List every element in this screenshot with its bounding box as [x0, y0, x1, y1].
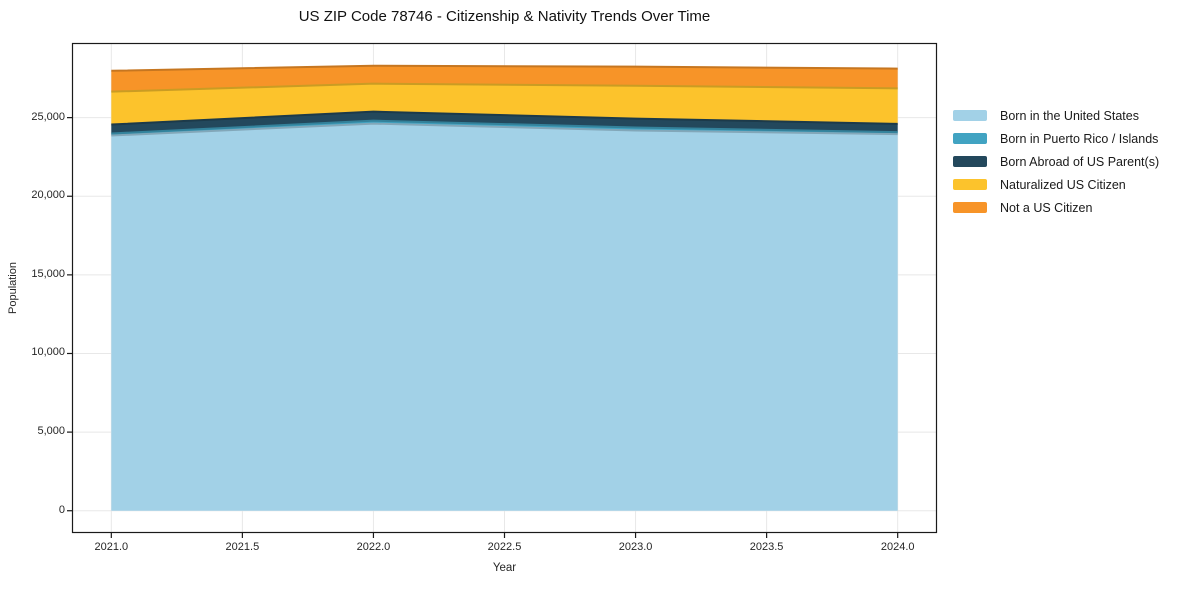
- area-band-edge-2: [111, 119, 898, 135]
- area-band-edge-1: [111, 122, 898, 137]
- legend-item: Not a US Citizen: [953, 200, 1159, 215]
- y-tick-label: 15,000: [31, 267, 65, 280]
- legend-color-swatch: [953, 202, 987, 213]
- legend-color-swatch: [953, 179, 987, 190]
- x-tick-label: 2022.5: [487, 541, 522, 553]
- y-tick-label: 25,000: [31, 110, 65, 123]
- y-tick-label: 20,000: [31, 189, 65, 202]
- area-band-edge-4: [111, 82, 898, 93]
- legend-item-label: Born Abroad of US Parent(s): [1000, 154, 1160, 169]
- x-tick-label: 2024.0: [880, 541, 915, 553]
- x-tick-label: 2023.5: [749, 541, 784, 553]
- y-tick-label: 5,000: [37, 425, 65, 438]
- legend-item-label: Born in Puerto Rico / Islands: [1000, 131, 1159, 146]
- y-axis-label: Population: [7, 262, 19, 314]
- area-band-edge-5: [111, 64, 898, 72]
- plot-border: [71, 42, 938, 534]
- chart-title: US ZIP Code 78746 - Citizenship & Nativi…: [298, 8, 711, 25]
- legend: Born in the United States Born in Puerto …: [953, 108, 1159, 215]
- legend-item: Born in the United States: [953, 108, 1159, 123]
- legend-color-swatch: [953, 133, 987, 144]
- legend-item-label: Naturalized US Citizen: [1000, 177, 1126, 192]
- x-tick-label: 2021.0: [94, 541, 129, 553]
- x-tick-label: 2022.0: [356, 541, 391, 553]
- legend-item-label: Not a US Citizen: [1000, 200, 1093, 215]
- legend-item: Born Abroad of US Parent(s): [953, 154, 1159, 169]
- area-band-edge-3: [111, 110, 898, 126]
- legend-item: Born in Puerto Rico / Islands: [953, 131, 1159, 146]
- area-band-1: [111, 123, 898, 511]
- x-axis-label: Year: [492, 562, 517, 574]
- y-tick-label: 10,000: [31, 346, 65, 359]
- legend-color-swatch: [953, 110, 987, 121]
- legend-item: Naturalized US Citizen: [953, 177, 1159, 192]
- legend-color-swatch: [953, 156, 987, 167]
- y-tick-label: 0: [58, 503, 65, 516]
- legend-item-label: Born in the United States: [1000, 108, 1139, 123]
- x-tick-label: 2021.5: [225, 541, 260, 553]
- x-tick-label: 2023.0: [618, 541, 653, 553]
